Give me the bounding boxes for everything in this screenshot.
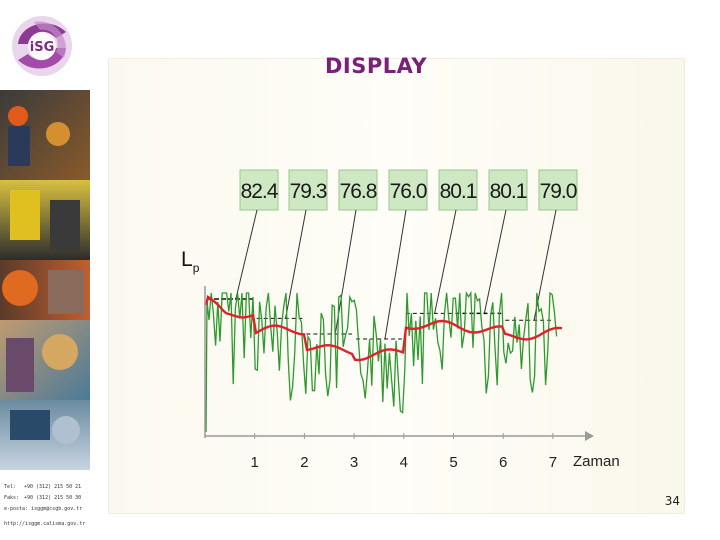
x-tick-4: 4: [400, 454, 408, 471]
y-axis-label: Lp: [181, 248, 200, 275]
value-label-1: 82.4: [241, 180, 279, 203]
value-box-2: [288, 169, 328, 211]
pointer-5: [434, 209, 457, 314]
pointer-2: [285, 209, 307, 319]
x-tick-5: 5: [449, 454, 457, 471]
page-number: 34: [664, 494, 680, 508]
x-axis-arrow: [585, 431, 594, 441]
x-tick-6: 6: [499, 454, 507, 471]
x-axis-label: Zaman: [573, 453, 620, 470]
value-label-3: 76.8: [340, 180, 377, 203]
pointer-1: [235, 209, 258, 300]
value-label-7: 79.0: [540, 180, 577, 203]
value-label-6: 80.1: [490, 180, 527, 203]
isg-logo: iSG: [12, 16, 72, 76]
value-box-3: [338, 169, 378, 211]
x-tick-3: 3: [350, 454, 358, 471]
value-label-2: 79.3: [290, 180, 327, 203]
x-tick-2: 2: [300, 454, 308, 471]
signal-line: [205, 290, 558, 433]
email-value: isggm@csgb.gov.tr: [31, 506, 83, 512]
pointer-6: [483, 209, 507, 314]
tel-label: Tel:: [4, 484, 17, 490]
value-box-1: [239, 169, 279, 211]
x-tick-7: 7: [549, 454, 557, 471]
fax-label: Faks:: [4, 495, 20, 501]
value-label-4: 76.0: [390, 180, 427, 203]
pointer-lines: [235, 209, 557, 340]
value-box-7: [538, 169, 578, 211]
sound-level-chart: 82.4 79.3 76.8 76.0 80.1 80.1 79.0 Lp Zaman 1 2…: [181, 169, 620, 471]
worker-photo-strip: [0, 90, 90, 470]
value-box-6: [488, 169, 528, 211]
x-tick-1: 1: [251, 454, 259, 471]
contact-info: Tel: +90 (312) 215 50 21 Faks: +90 (312) 2…: [4, 482, 94, 530]
value-box-5: [438, 169, 478, 211]
interval-value-boxes: 82.4 79.3 76.8 76.0 80.1 80.1 79.0: [239, 169, 578, 211]
tel-value: +90 (312) 215 50 21: [24, 484, 82, 490]
svg-text:iSG: iSG: [30, 40, 55, 55]
average-line: [204, 295, 563, 362]
website: http://isggm.calisma.gov.tr: [4, 521, 86, 527]
x-ticks: 1 2 3 4 5 6 7: [251, 433, 557, 471]
fax-value: +90 (312) 215 50 30: [24, 495, 82, 501]
value-label-5: 80.1: [440, 180, 477, 203]
sidebar: [0, 90, 90, 540]
pointer-4: [384, 209, 407, 340]
page-title: DISPLAY: [324, 54, 428, 78]
email-label: e-posta:: [4, 506, 29, 512]
value-box-4: [388, 169, 428, 211]
